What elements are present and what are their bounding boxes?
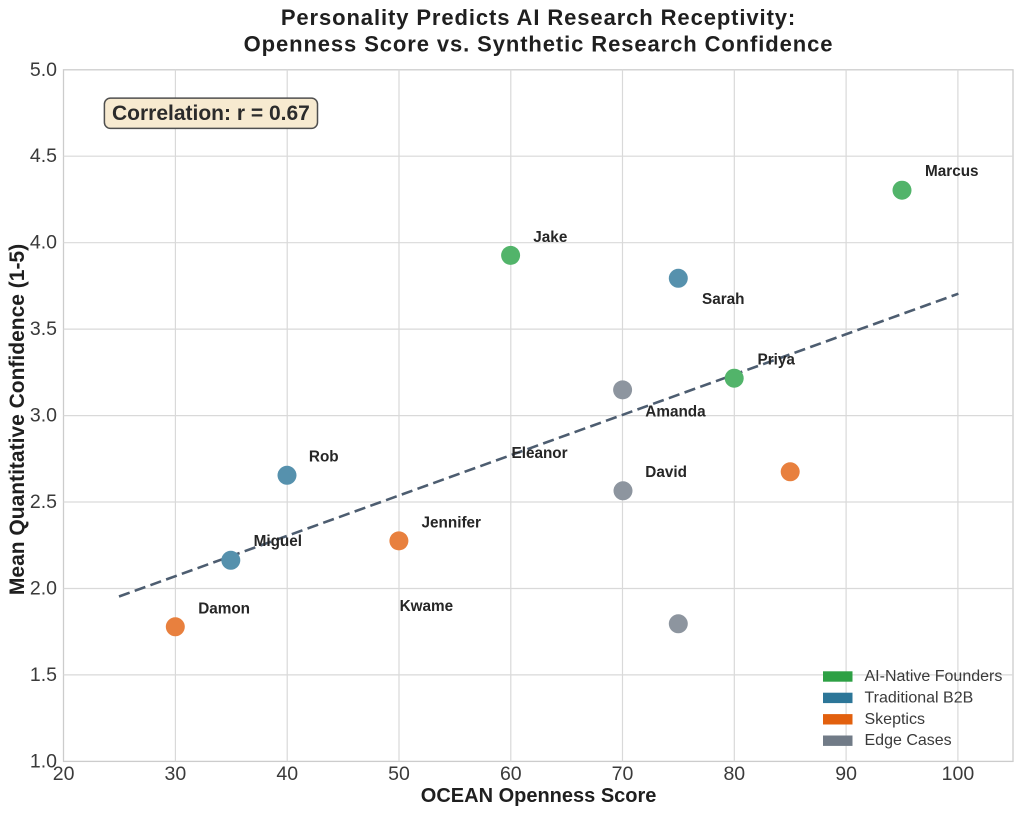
- svg-text:3.0: 3.0: [30, 405, 57, 427]
- svg-text:Kwame: Kwame: [400, 598, 454, 615]
- svg-text:60: 60: [500, 763, 522, 785]
- svg-text:Amanda: Amanda: [645, 404, 706, 421]
- svg-text:Edge Cases: Edge Cases: [865, 732, 952, 749]
- svg-text:80: 80: [723, 763, 745, 785]
- svg-text:Priya: Priya: [758, 352, 796, 369]
- svg-text:Eleanor: Eleanor: [512, 445, 568, 462]
- svg-text:Openness Score vs. Synthetic R: Openness Score vs. Synthetic Research Co…: [244, 31, 834, 56]
- svg-text:Correlation: r = 0.67: Correlation: r = 0.67: [112, 102, 310, 125]
- svg-text:Sarah: Sarah: [702, 291, 745, 308]
- svg-text:Marcus: Marcus: [925, 163, 979, 180]
- svg-text:Jake: Jake: [533, 229, 567, 246]
- svg-text:90: 90: [835, 763, 857, 785]
- svg-text:2.0: 2.0: [30, 578, 57, 600]
- svg-text:1.5: 1.5: [30, 664, 57, 686]
- svg-text:70: 70: [612, 763, 634, 785]
- svg-text:Mean Quantitative Confidence (: Mean Quantitative Confidence (1-5): [6, 244, 29, 595]
- svg-text:Jennifer: Jennifer: [422, 515, 482, 532]
- svg-text:2.5: 2.5: [30, 491, 57, 513]
- svg-text:50: 50: [388, 763, 410, 785]
- svg-text:40: 40: [276, 763, 298, 785]
- svg-text:David: David: [645, 464, 687, 481]
- svg-text:100: 100: [942, 763, 975, 785]
- svg-text:Traditional B2B: Traditional B2B: [865, 689, 974, 706]
- svg-text:Personality Predicts AI Resear: Personality Predicts AI Research Recepti…: [281, 5, 796, 30]
- svg-text:4.5: 4.5: [30, 145, 57, 167]
- svg-text:30: 30: [165, 763, 187, 785]
- svg-text:OCEAN Openness Score: OCEAN Openness Score: [421, 785, 657, 807]
- svg-text:Damon: Damon: [198, 601, 250, 618]
- svg-text:AI-Native Founders: AI-Native Founders: [865, 668, 1003, 685]
- svg-text:Skeptics: Skeptics: [865, 711, 925, 728]
- svg-text:Miguel: Miguel: [254, 533, 302, 550]
- svg-text:4.0: 4.0: [30, 232, 57, 254]
- svg-text:1.0: 1.0: [30, 750, 57, 772]
- svg-text:3.5: 3.5: [30, 318, 57, 340]
- svg-text:5.0: 5.0: [30, 59, 57, 81]
- svg-text:Rob: Rob: [309, 448, 339, 465]
- svg-text:20: 20: [53, 763, 75, 785]
